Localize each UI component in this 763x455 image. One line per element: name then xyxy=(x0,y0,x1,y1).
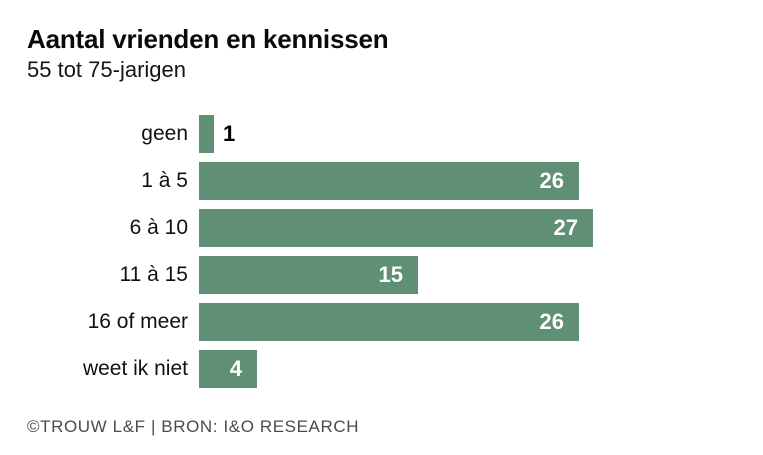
bar-area: 26 xyxy=(199,162,579,200)
bar-area: 27 xyxy=(199,209,593,247)
category-label: 6 à 10 xyxy=(129,216,188,239)
category-label: 1 à 5 xyxy=(141,169,188,192)
bar-chart: geen 1 1 à 5 26 6 à 10 27 11 à 15 15 16 of meer 2… xyxy=(0,115,763,397)
chart-title: Aantal vrienden en kennissen xyxy=(27,24,389,54)
bar-area: 4 xyxy=(199,350,257,388)
bar-area: 26 xyxy=(199,303,579,341)
bar: 26 xyxy=(199,162,579,200)
bar: 27 xyxy=(199,209,593,247)
source-credit: ©TROUW L&F | BRON: I&O RESEARCH xyxy=(27,417,360,436)
bar-area: 15 xyxy=(199,256,418,294)
bar-value: 15 xyxy=(378,262,403,287)
bar-value: 26 xyxy=(539,168,564,193)
chart-row: 6 à 10 27 xyxy=(0,209,763,247)
chart-subtitle: 55 tot 75-jarigen xyxy=(27,57,186,82)
chart-row: weet ik niet 4 xyxy=(0,350,763,388)
bar xyxy=(199,115,214,153)
bar-value: 1 xyxy=(223,121,236,146)
bar: 4 xyxy=(199,350,257,388)
bar: 15 xyxy=(199,256,418,294)
bar-value: 26 xyxy=(539,309,564,334)
category-label: 16 of meer xyxy=(87,310,188,333)
chart-row: 1 à 5 26 xyxy=(0,162,763,200)
bar-value: 4 xyxy=(229,356,242,381)
bar-value: 27 xyxy=(553,215,578,240)
bar: 26 xyxy=(199,303,579,341)
category-label: weet ik niet xyxy=(82,357,188,380)
category-label: 11 à 15 xyxy=(119,263,188,286)
category-label: geen xyxy=(141,122,188,145)
chart-row: 16 of meer 26 xyxy=(0,303,763,341)
chart-row: geen 1 xyxy=(0,115,763,153)
chart-row: 11 à 15 15 xyxy=(0,256,763,294)
bar-area: 1 xyxy=(199,115,235,153)
